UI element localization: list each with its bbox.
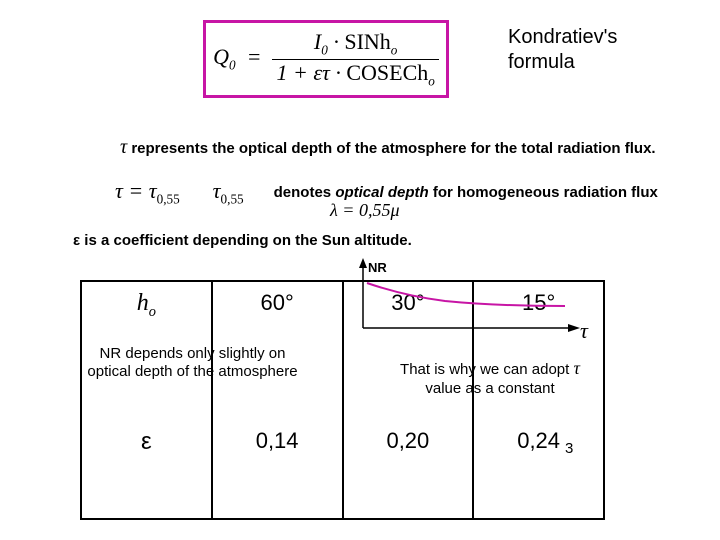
lambda-equation: λ = 0,55μ [330,200,399,221]
tau-definition: τ represents the optical depth of the at… [120,135,680,159]
adopt-constant-text: That is why we can adopt τ value as a co… [390,358,590,398]
nr-vs-tau-graph [355,258,580,333]
table-row: ε 0,14 0,20 0,24 [81,410,604,518]
kondratiev-formula: Q0 = I0 · SINho 1 + ετ · COSECho [213,29,439,89]
page-number: 3 [565,440,573,457]
tau-equation-row: τ = τ0,55 τ0,55 denotes optical depth fo… [115,178,695,207]
tau-equation-lhs: τ = τ0,55 τ0,55 [115,178,244,207]
nr-dependence-text: NR depends only slightly on optical dept… [80,345,305,381]
nr-axis-label: NR [368,260,387,275]
epsilon-label: ε [141,428,152,455]
graph-svg [355,258,580,333]
formula-lhs-sub: 0 [229,57,236,72]
formula-title: Kondratiev'sformula [508,25,617,75]
tau-symbol: τ [120,136,127,158]
tau-equation-text: denotes optical depth for homogeneous ra… [274,184,658,202]
h0-label: ho [137,290,156,316]
formula-box: Q0 = I0 · SINho 1 + ετ · COSECho [203,20,449,98]
tau-axis-label: τ [580,318,588,344]
formula-lhs: Q [213,44,229,69]
epsilon-definition: ε is a coefficient depending on the Sun … [73,232,412,249]
